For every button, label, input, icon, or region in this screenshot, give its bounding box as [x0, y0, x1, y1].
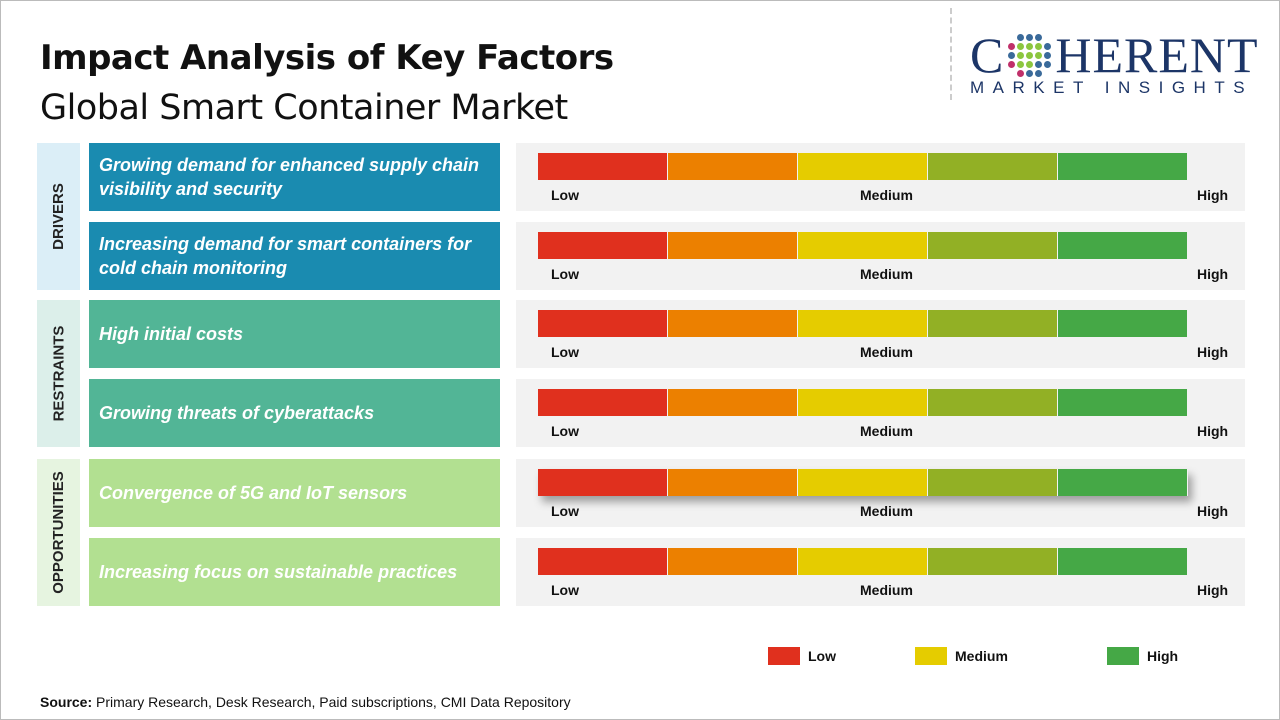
scale-medium: Medium: [860, 266, 913, 282]
source-note: Source: Primary Research, Desk Research,…: [40, 694, 571, 710]
scale-segment: [798, 310, 927, 337]
factor-label: Convergence of 5G and IoT sensors: [89, 459, 500, 527]
scale-segment: [668, 389, 797, 416]
scale-high: High: [1197, 582, 1229, 598]
impact-scale: Low Medium High: [516, 143, 1245, 211]
scale-low: Low: [551, 582, 579, 598]
scale-high: High: [1197, 503, 1229, 519]
scale-segment: [668, 469, 797, 496]
scale-segment: [668, 153, 797, 180]
scale-segment: [1058, 310, 1187, 337]
impact-bar: [538, 153, 1188, 180]
scale-segment: [928, 389, 1057, 416]
legend-low: Low: [768, 647, 836, 665]
impact-bar: [538, 389, 1188, 416]
impact-scale: Low Medium High: [516, 538, 1245, 606]
impact-bar: [538, 232, 1188, 259]
factor-label: High initial costs: [89, 300, 500, 368]
scale-segment: [538, 389, 667, 416]
scale-segment: [928, 310, 1057, 337]
impact-bar: [538, 548, 1188, 575]
scale-low: Low: [551, 187, 579, 203]
scale-segment: [798, 469, 927, 496]
scale-segment: [928, 153, 1057, 180]
scale-medium: Medium: [860, 503, 913, 519]
scale-segment: [1058, 153, 1187, 180]
globe-icon: [1008, 33, 1052, 77]
scale-low: Low: [551, 503, 579, 519]
scale-segment: [538, 310, 667, 337]
scale-high: High: [1197, 266, 1229, 282]
scale-low: Low: [551, 266, 579, 282]
page-title: Impact Analysis of Key Factors: [40, 38, 614, 78]
scale-segment: [1058, 389, 1187, 416]
factor-label: Growing threats of cyberattacks: [89, 379, 500, 447]
scale-segment: [798, 232, 927, 259]
scale-segment: [798, 153, 927, 180]
impact-scale: Low Medium High: [516, 379, 1245, 447]
scale-segment: [928, 232, 1057, 259]
scale-low: Low: [551, 344, 579, 360]
impact-scale: Low Medium High: [516, 222, 1245, 290]
scale-segment: [798, 548, 927, 575]
scale-segment: [1058, 232, 1187, 259]
factor-label: Growing demand for enhanced supply chain…: [89, 143, 500, 211]
scale-medium: Medium: [860, 344, 913, 360]
scale-segment: [668, 548, 797, 575]
scale-high: High: [1197, 423, 1229, 439]
scale-segment: [1058, 548, 1187, 575]
scale-segment: [538, 548, 667, 575]
legend-swatch-low: [768, 647, 800, 665]
page-subtitle: Global Smart Container Market: [40, 88, 568, 128]
scale-medium: Medium: [860, 187, 913, 203]
logo: C HERENT MARKET INSIGHTS: [970, 27, 1259, 97]
scale-high: High: [1197, 187, 1229, 203]
impact-bar: [538, 310, 1188, 337]
scale-medium: Medium: [860, 582, 913, 598]
scale-segment: [798, 389, 927, 416]
legend-swatch-high: [1107, 647, 1139, 665]
logo-sub: MARKET INSIGHTS: [970, 78, 1254, 97]
scale-segment: [1058, 469, 1187, 496]
legend-medium: Medium: [915, 647, 1008, 665]
scale-segment: [538, 232, 667, 259]
category-restraints: RESTRAINTS: [37, 300, 80, 447]
category-opportunities: OPPORTUNITIES: [37, 459, 80, 606]
factor-label: Increasing focus on sustainable practice…: [89, 538, 500, 606]
impact-scale: Low Medium High: [516, 459, 1245, 527]
factor-label: Increasing demand for smart containers f…: [89, 222, 500, 290]
scale-low: Low: [551, 423, 579, 439]
scale-medium: Medium: [860, 423, 913, 439]
category-drivers: DRIVERS: [37, 143, 80, 290]
scale-high: High: [1197, 344, 1229, 360]
scale-segment: [668, 232, 797, 259]
legend-high: High: [1107, 647, 1178, 665]
impact-scale: Low Medium High: [516, 300, 1245, 368]
scale-segment: [928, 548, 1057, 575]
scale-segment: [928, 469, 1057, 496]
impact-bar: [538, 469, 1188, 496]
legend-swatch-medium: [915, 647, 947, 665]
scale-segment: [538, 469, 667, 496]
scale-segment: [538, 153, 667, 180]
scale-segment: [668, 310, 797, 337]
divider: [950, 8, 952, 100]
